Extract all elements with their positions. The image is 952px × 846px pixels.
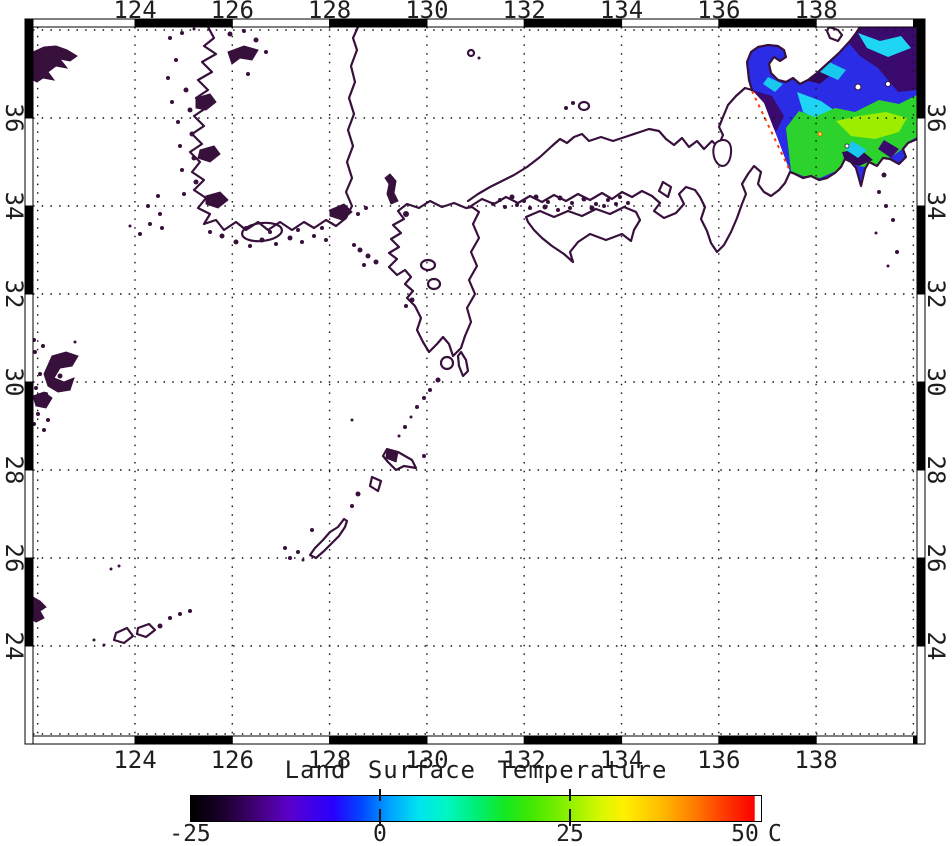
axis-labels: 124 124 126 126 128 128 130 130 132 132 134 134 136 1… xyxy=(0,0,950,774)
land-blobs xyxy=(33,45,399,623)
lake-biwa xyxy=(712,139,733,167)
top-axis-label: 130 xyxy=(405,0,448,24)
top-axis-label: 134 xyxy=(600,0,643,24)
left-axis-label: 32 xyxy=(0,280,28,309)
colorbar-tick-label: 50 xyxy=(731,821,759,846)
right-axis-label: 34 xyxy=(922,192,950,221)
left-axis-label: 36 xyxy=(0,104,28,133)
left-axis-label: 26 xyxy=(0,544,28,573)
left-axis-label: 24 xyxy=(0,632,28,661)
left-axis-label: 34 xyxy=(0,192,28,221)
top-axis-label: 128 xyxy=(308,0,351,24)
top-axis-label: 126 xyxy=(211,0,254,24)
bottom-axis-label: 138 xyxy=(794,746,837,774)
colorbar-title: Land Surface Temperature xyxy=(284,756,668,784)
bottom-axis-label: 132 xyxy=(503,746,546,774)
bottom-axis-label: 128 xyxy=(308,746,351,774)
left-axis-label: 28 xyxy=(0,456,28,485)
island-dots xyxy=(33,27,899,647)
right-axis-label: 36 xyxy=(922,104,950,133)
colorbar-tick xyxy=(569,809,572,826)
colorbar-tick-label: -25 xyxy=(169,821,211,846)
colorbar-tick xyxy=(569,789,572,801)
top-axis-label: 136 xyxy=(697,0,740,24)
colorbar-tick xyxy=(378,809,381,826)
right-axis-label: 26 xyxy=(922,544,950,573)
colorbar-tick xyxy=(378,789,381,801)
colorbar xyxy=(190,795,762,822)
right-axis-label: 24 xyxy=(922,632,950,661)
colorbar-tick-label: 0 xyxy=(373,821,387,846)
bottom-axis-label: 130 xyxy=(405,746,448,774)
right-axis-label: 28 xyxy=(922,456,950,485)
right-axis-label: 32 xyxy=(922,280,950,309)
top-axis-label: 124 xyxy=(113,0,156,24)
bottom-axis-label: 126 xyxy=(211,746,254,774)
colorbar-gradient xyxy=(191,796,761,821)
left-axis-label: 30 xyxy=(0,368,28,397)
temperature-swath xyxy=(747,27,917,186)
bottom-axis-label: 134 xyxy=(600,746,643,774)
bottom-axis-label: 124 xyxy=(113,746,156,774)
colorbar-unit-label: C xyxy=(768,821,782,846)
top-axis-label: 132 xyxy=(503,0,546,24)
right-axis-label: 30 xyxy=(922,368,950,397)
top-axis-label: 138 xyxy=(794,0,837,24)
map-frame xyxy=(24,18,926,745)
bottom-axis-label: 136 xyxy=(697,746,740,774)
colorbar-tick-label: 25 xyxy=(556,821,584,846)
